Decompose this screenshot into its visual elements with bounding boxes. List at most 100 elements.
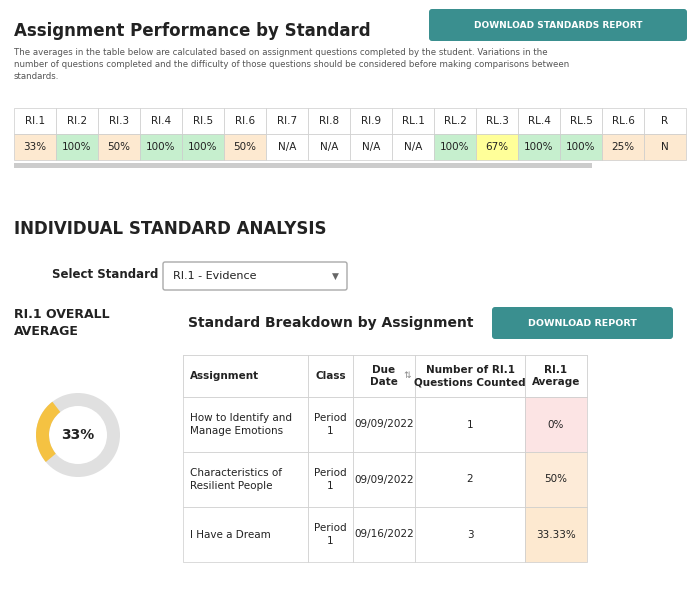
Text: N/A: N/A xyxy=(320,142,338,152)
Text: RI.4: RI.4 xyxy=(151,116,171,126)
Text: 09/09/2022: 09/09/2022 xyxy=(354,419,414,430)
Bar xyxy=(224,134,266,160)
Bar xyxy=(266,108,308,134)
Bar xyxy=(140,108,182,134)
Text: 25%: 25% xyxy=(611,142,634,152)
Bar xyxy=(525,355,587,397)
Wedge shape xyxy=(36,393,120,477)
Text: INDIVIDUAL STANDARD ANALYSIS: INDIVIDUAL STANDARD ANALYSIS xyxy=(14,220,326,238)
Text: 33%: 33% xyxy=(61,428,95,442)
Bar xyxy=(415,507,525,562)
Text: 33.33%: 33.33% xyxy=(536,530,576,539)
Text: RI.1 - Evidence: RI.1 - Evidence xyxy=(173,271,256,281)
Text: 33%: 33% xyxy=(24,142,47,152)
Text: RI.1
Average: RI.1 Average xyxy=(532,365,580,387)
Bar xyxy=(476,134,518,160)
Bar xyxy=(98,134,140,160)
Text: Number of RI.1
Questions Counted: Number of RI.1 Questions Counted xyxy=(414,365,526,387)
Bar xyxy=(518,108,560,134)
Bar xyxy=(308,134,350,160)
Bar xyxy=(183,452,308,507)
Text: 0%: 0% xyxy=(548,419,564,430)
Text: N/A: N/A xyxy=(404,142,422,152)
Text: DOWNLOAD REPORT: DOWNLOAD REPORT xyxy=(528,319,637,327)
Bar xyxy=(308,452,353,507)
Text: RI.5: RI.5 xyxy=(193,116,213,126)
Text: 100%: 100% xyxy=(524,142,553,152)
Bar xyxy=(644,108,686,134)
Bar xyxy=(183,355,308,397)
Text: 50%: 50% xyxy=(233,142,256,152)
Text: DOWNLOAD STANDARDS REPORT: DOWNLOAD STANDARDS REPORT xyxy=(474,20,642,29)
Bar xyxy=(224,108,266,134)
Text: RL.3: RL.3 xyxy=(486,116,508,126)
Bar xyxy=(353,397,415,452)
Bar xyxy=(14,134,56,160)
Text: 09/09/2022: 09/09/2022 xyxy=(354,474,414,484)
Text: RI.1 OVERALL
AVERAGE: RI.1 OVERALL AVERAGE xyxy=(14,308,109,338)
FancyBboxPatch shape xyxy=(163,262,347,290)
FancyBboxPatch shape xyxy=(429,9,687,41)
Bar xyxy=(140,134,182,160)
Bar xyxy=(392,134,434,160)
Bar xyxy=(308,507,353,562)
Bar xyxy=(434,108,476,134)
Text: R: R xyxy=(661,116,668,126)
Bar xyxy=(560,108,602,134)
Text: Period
1: Period 1 xyxy=(314,468,347,490)
Bar xyxy=(266,134,308,160)
Text: RL.2: RL.2 xyxy=(443,116,466,126)
Text: 50%: 50% xyxy=(544,474,567,484)
Bar xyxy=(350,134,392,160)
Bar xyxy=(644,134,686,160)
Text: 100%: 100% xyxy=(566,142,596,152)
Text: Characteristics of
Resilient People: Characteristics of Resilient People xyxy=(190,468,282,490)
Bar xyxy=(308,108,350,134)
Text: Standard Breakdown by Assignment: Standard Breakdown by Assignment xyxy=(188,316,473,330)
Text: 3: 3 xyxy=(467,530,473,539)
Text: Due
Date: Due Date xyxy=(370,365,398,387)
Bar xyxy=(182,134,224,160)
Text: RI.1: RI.1 xyxy=(25,116,45,126)
Bar xyxy=(602,134,644,160)
Bar xyxy=(308,397,353,452)
Bar xyxy=(182,108,224,134)
Bar xyxy=(525,452,587,507)
Text: RI.8: RI.8 xyxy=(319,116,339,126)
Text: Period
1: Period 1 xyxy=(314,413,347,436)
Bar xyxy=(98,108,140,134)
Text: How to Identify and
Manage Emotions: How to Identify and Manage Emotions xyxy=(190,413,292,436)
FancyBboxPatch shape xyxy=(492,307,673,339)
Text: RL.5: RL.5 xyxy=(569,116,592,126)
Bar xyxy=(525,507,587,562)
Text: 50%: 50% xyxy=(107,142,130,152)
Text: RI.9: RI.9 xyxy=(361,116,381,126)
Text: 1: 1 xyxy=(467,419,473,430)
Bar xyxy=(14,108,56,134)
Text: ⇅: ⇅ xyxy=(404,371,411,381)
Bar xyxy=(476,108,518,134)
Text: 100%: 100% xyxy=(441,142,470,152)
Text: N/A: N/A xyxy=(278,142,296,152)
Text: I Have a Dream: I Have a Dream xyxy=(190,530,270,539)
Text: Assignment: Assignment xyxy=(190,371,259,381)
Bar xyxy=(602,108,644,134)
Bar xyxy=(183,397,308,452)
Text: N: N xyxy=(661,142,669,152)
Bar xyxy=(183,355,587,397)
Text: RL.6: RL.6 xyxy=(611,116,634,126)
Text: RI.3: RI.3 xyxy=(109,116,129,126)
Wedge shape xyxy=(36,402,61,462)
Text: RI.7: RI.7 xyxy=(277,116,297,126)
Text: Select Standard: Select Standard xyxy=(52,267,158,281)
Bar xyxy=(14,163,592,168)
Text: 67%: 67% xyxy=(485,142,509,152)
Bar xyxy=(415,452,525,507)
Bar xyxy=(353,507,415,562)
Text: N/A: N/A xyxy=(362,142,380,152)
Text: RI.2: RI.2 xyxy=(67,116,87,126)
Text: 100%: 100% xyxy=(62,142,92,152)
Text: 09/16/2022: 09/16/2022 xyxy=(354,530,414,539)
Bar xyxy=(56,134,98,160)
Text: RL.1: RL.1 xyxy=(401,116,424,126)
